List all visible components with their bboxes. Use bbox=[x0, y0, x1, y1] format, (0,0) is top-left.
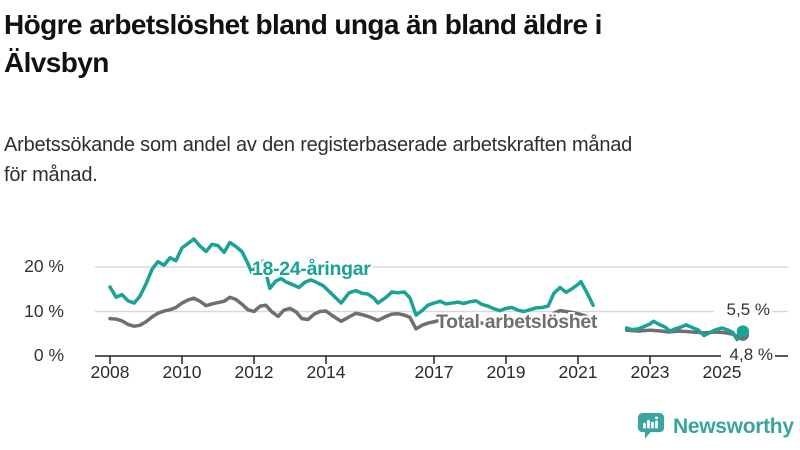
x-tick-label: 2021 bbox=[558, 362, 598, 382]
x-tick-label: 2019 bbox=[486, 362, 526, 382]
series-line bbox=[624, 328, 745, 339]
latest-value-dot bbox=[736, 325, 750, 338]
series-label-young: 18-24-åringar bbox=[252, 258, 371, 280]
x-tick-label: 2010 bbox=[162, 362, 202, 382]
x-tick-label: 2014 bbox=[306, 362, 346, 382]
chart-subtitle-line-1: Arbetssökande som andel av den registerb… bbox=[4, 134, 633, 156]
chart-subtitle-line-2: för månad. bbox=[4, 164, 98, 186]
series-line bbox=[108, 237, 595, 317]
series-label-total: Total arbetslöshet bbox=[436, 311, 598, 333]
x-tick-label: 2023 bbox=[630, 362, 670, 382]
series-line bbox=[108, 295, 595, 331]
chart-title: Högre arbetslöshet bland unga än bland ä… bbox=[4, 6, 796, 82]
end-value-total: 4,8 % bbox=[721, 345, 775, 364]
y-tick-label: 10 % bbox=[24, 300, 64, 321]
chart-subtitle: Arbetssökande som andel av den registerb… bbox=[4, 130, 796, 190]
x-tick-label: 2012 bbox=[234, 362, 274, 382]
newsworthy-logo: Newsworthy bbox=[636, 411, 794, 443]
y-tick-label: 20 % bbox=[24, 256, 64, 276]
x-tick-label: 2008 bbox=[90, 362, 130, 382]
y-tick-label: 0 % bbox=[33, 345, 64, 365]
brand-name: Newsworthy bbox=[673, 415, 794, 438]
series-line bbox=[624, 319, 745, 342]
end-value-young: 5,5 % bbox=[714, 300, 772, 319]
bar-chart-glyph bbox=[643, 416, 658, 429]
x-tick-label: 2025 bbox=[702, 362, 742, 382]
chart-title-line-2: Älvsbyn bbox=[4, 47, 109, 78]
chart-title-line-1: Högre arbetslöshet bland unga än bland ä… bbox=[4, 9, 602, 40]
x-tick-label: 2017 bbox=[414, 362, 454, 382]
newsworthy-icon bbox=[637, 412, 665, 439]
